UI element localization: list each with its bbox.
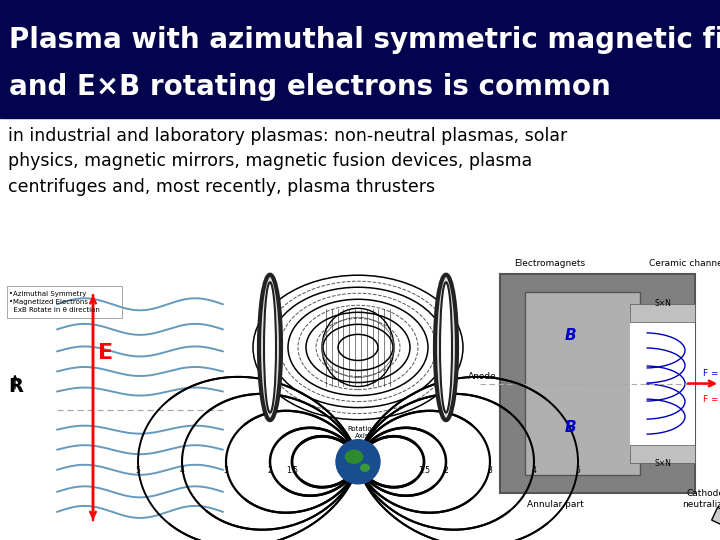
Bar [7,286,122,318]
Text: 3: 3 [224,466,228,475]
Text: •Azimuthal Symmetry
•Magnetized Electrons
  ExB Rotate in θ direction: •Azimuthal Symmetry •Magnetized Electron… [9,291,100,313]
Bar [630,445,695,463]
Text: R: R [8,376,23,396]
Ellipse shape [435,275,457,420]
Bar [500,274,695,493]
Text: 2: 2 [444,466,449,475]
Text: E: E [98,343,113,363]
Ellipse shape [345,450,364,464]
Bar [711,508,720,535]
Text: Cathode-
neutralizer: Cathode- neutralizer [683,489,720,509]
Bar [630,304,695,322]
Text: 1.5: 1.5 [286,466,298,475]
Ellipse shape [360,463,370,472]
Text: 3: 3 [487,466,492,475]
Ellipse shape [264,282,276,413]
Text: S×N: S×N [654,459,672,468]
Text: 5: 5 [135,466,140,475]
Ellipse shape [440,282,452,413]
Text: Ceramic channel: Ceramic channel [649,259,720,268]
Text: F = −eE: F = −eE [703,395,720,403]
Text: 1.5: 1.5 [418,466,430,475]
Text: Plasma with azimuthal symmetric magnetic field: Plasma with azimuthal symmetric magnetic… [9,26,720,54]
Bar [525,292,640,475]
Bar [630,314,695,453]
Ellipse shape [259,275,281,420]
Circle shape [336,440,380,484]
Text: Annular part: Annular part [526,500,583,509]
Text: 5: 5 [575,466,580,475]
Text: and E×B rotating electrons is common: and E×B rotating electrons is common [9,73,611,101]
Text: 4: 4 [531,466,536,475]
Text: F = −μVB: F = −μVB [703,368,720,377]
Text: Electromagnets: Electromagnets [514,259,585,268]
Text: B: B [565,420,577,435]
Text: Anode: Anode [468,372,497,381]
Text: 2: 2 [268,466,272,475]
Text: S×N: S×N [654,299,672,308]
Text: B: B [565,328,577,343]
Text: 4: 4 [179,466,184,475]
Text: Rotation
Axis: Rotation Axis [348,426,377,438]
Text: in industrial and laboratory plasmas: non-neutral plasmas, solar
physics, magnet: in industrial and laboratory plasmas: no… [8,127,567,196]
